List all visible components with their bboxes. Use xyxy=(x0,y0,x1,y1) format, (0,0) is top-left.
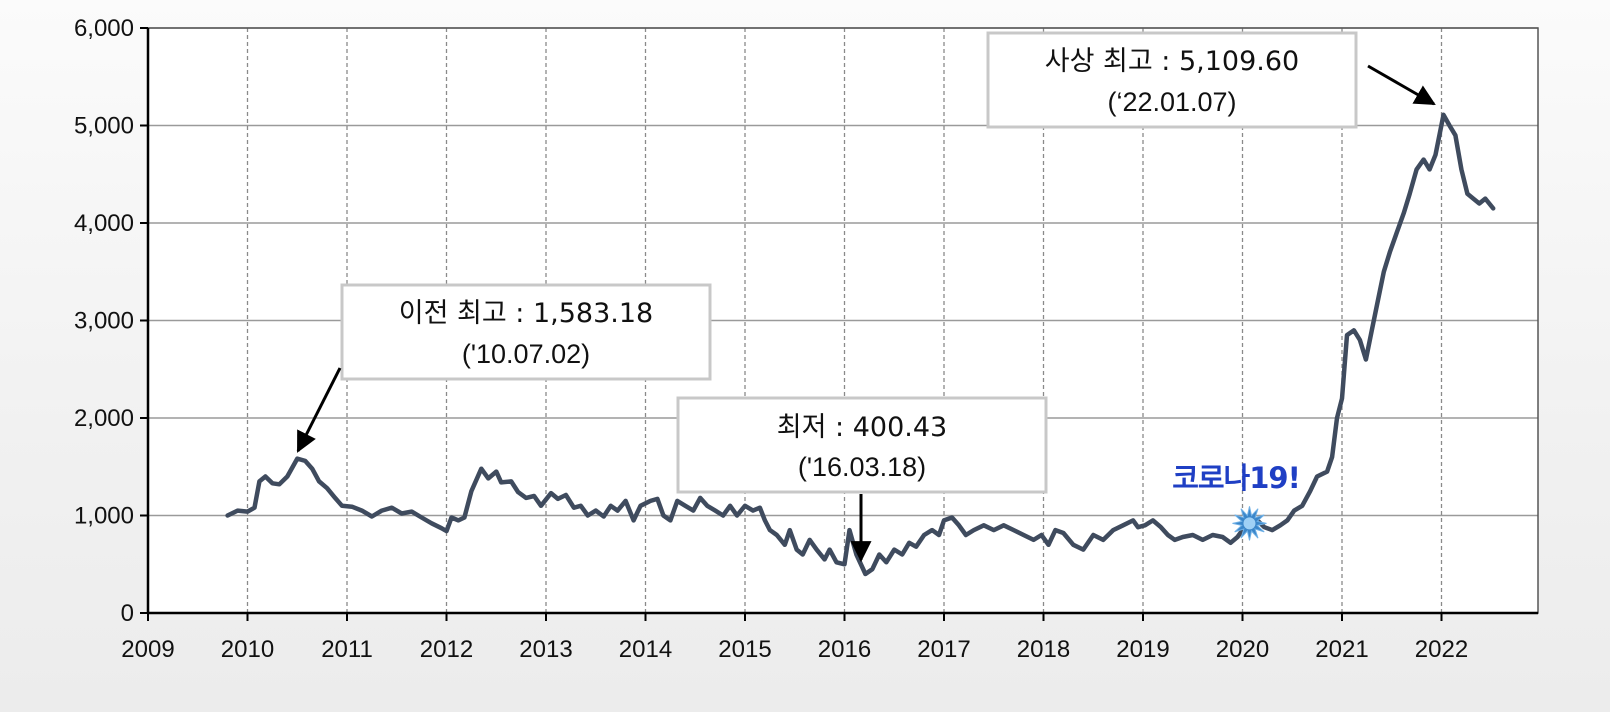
annotation-box xyxy=(986,31,1358,129)
x-tick-label: 2013 xyxy=(519,636,572,663)
annotation-line1: 사상 최고 : 5,109.60 xyxy=(1045,46,1299,77)
covid-dot-marker xyxy=(1243,517,1256,530)
x-axis-tick-labels: 2009 2010 2011 2012 2013 2014 2015 2016 2017 2018… xyxy=(121,636,1468,663)
annotation-line2: ('10.07.02) xyxy=(462,339,590,369)
series-line xyxy=(225,112,1496,577)
x-tick-label: 2017 xyxy=(917,636,970,663)
x-tick-label: 2018 xyxy=(1017,636,1070,663)
x-tick-label: 2016 xyxy=(818,636,871,663)
axes xyxy=(140,27,1538,621)
y-tick-label: 6,000 xyxy=(74,15,134,42)
annotation-arrow xyxy=(1367,64,1436,106)
x-tick-label: 2012 xyxy=(420,636,473,663)
y-tick-label: 1,000 xyxy=(74,503,134,530)
y-axis-tick-labels: 0 1,000 2,000 3,000 4,000 5,000 6,000 xyxy=(74,15,134,627)
annotation-box xyxy=(676,396,1048,494)
covid-label: 코로나19! xyxy=(1172,461,1300,495)
annotation-line1: 이전 최고 : 1,583.18 xyxy=(399,298,653,329)
y-tick-label: 3,000 xyxy=(74,308,134,335)
x-tick-label: 2022 xyxy=(1415,636,1468,663)
annotation-line2: (‘22.01.07) xyxy=(1107,87,1236,117)
x-tick-label: 2020 xyxy=(1216,636,1269,663)
y-tick-label: 0 xyxy=(121,600,134,627)
y-tick-label: 5,000 xyxy=(74,113,134,140)
annotation-box xyxy=(340,283,712,381)
y-tick-label: 4,000 xyxy=(74,210,134,237)
x-tick-label: 2015 xyxy=(718,636,771,663)
annotation-all-time-high: 사상 최고 : 5,109.60 (‘22.01.07) xyxy=(986,31,1436,129)
x-tick-label: 2014 xyxy=(619,636,672,663)
annotation-line2: ('16.03.18) xyxy=(798,452,926,482)
annotation-previous-high: 이전 최고 : 1,583.18 ('10.07.02) xyxy=(296,283,712,453)
annotation-line1: 최저 : 400.43 xyxy=(777,412,947,443)
x-tick-label: 2009 xyxy=(121,636,174,663)
x-tick-label: 2021 xyxy=(1315,636,1368,663)
annotation-covid: 코로나19! xyxy=(1172,461,1301,541)
x-tick-label: 2011 xyxy=(321,636,373,663)
x-tick-label: 2010 xyxy=(221,636,274,663)
y-tick-label: 2,000 xyxy=(74,405,134,432)
x-tick-label: 2019 xyxy=(1116,636,1169,663)
annotation-arrow xyxy=(296,367,342,453)
annotation-lowest: 최저 : 400.43 ('16.03.18) xyxy=(676,396,1048,563)
